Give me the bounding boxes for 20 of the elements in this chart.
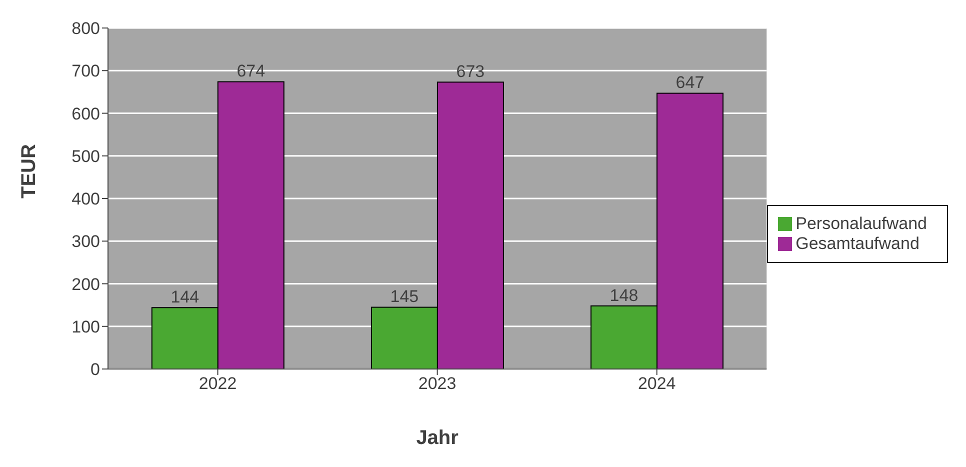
x-axis-title: Jahr bbox=[416, 427, 459, 449]
y-tick-label: 600 bbox=[72, 104, 100, 124]
y-tick-label: 100 bbox=[72, 317, 100, 336]
data-label: 145 bbox=[390, 287, 419, 306]
x-tick-label: 2023 bbox=[418, 374, 456, 394]
data-label: 144 bbox=[170, 288, 200, 307]
y-tick-label: 200 bbox=[72, 274, 100, 294]
legend-label: Gesamtaufwand bbox=[796, 234, 920, 252]
y-axis-title: TEUR bbox=[18, 144, 40, 198]
y-tick-label: 800 bbox=[72, 19, 100, 38]
y-tick-label: 500 bbox=[72, 146, 100, 166]
y-tick-label: 400 bbox=[72, 190, 100, 209]
x-tick-label: 2022 bbox=[198, 374, 237, 394]
y-tick-label: 0 bbox=[90, 360, 100, 380]
data-label: 148 bbox=[610, 286, 638, 305]
x-tick-label: 2024 bbox=[638, 374, 676, 394]
y-tick-label: 300 bbox=[72, 232, 100, 252]
data-label: 647 bbox=[676, 73, 704, 92]
legend-label: Personalaufwand bbox=[796, 214, 927, 232]
y-tick-label: 700 bbox=[72, 62, 100, 81]
